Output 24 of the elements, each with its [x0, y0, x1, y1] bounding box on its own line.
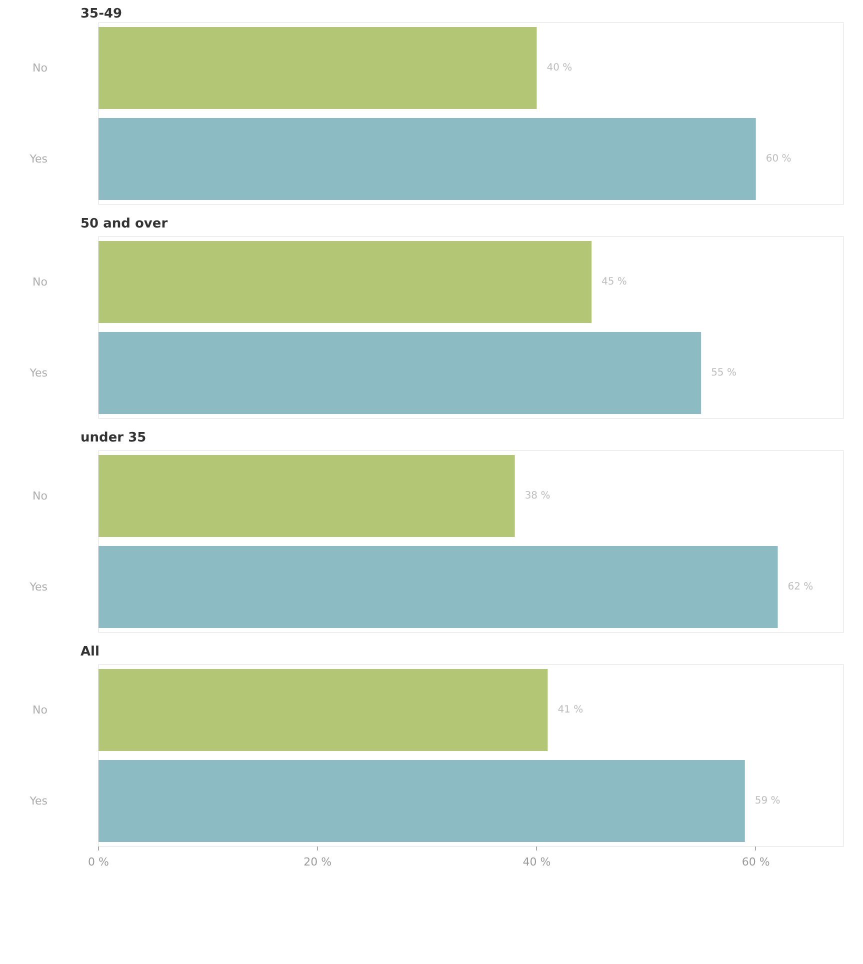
x-tick-label: 60 % — [742, 856, 770, 868]
y-tick-label: No — [32, 704, 48, 716]
y-tick-label: Yes — [28, 366, 48, 380]
data-label: 60 % — [766, 154, 792, 164]
data-label: 40 % — [546, 62, 572, 74]
x-tick-label: 0 % — [88, 856, 109, 868]
y-tick-label: Yes — [28, 794, 48, 808]
data-label: 41 % — [558, 704, 584, 716]
chart-title: under 35 — [80, 430, 146, 446]
y-tick-label: Yes — [28, 152, 48, 166]
x-tick-label: 40 % — [522, 856, 551, 868]
chart-title: All — [80, 644, 100, 660]
data-label: 45 % — [602, 276, 627, 288]
chart-title: 35-49 — [80, 6, 122, 22]
x-tick-label: 20 % — [304, 856, 332, 868]
chart-title: 50 and over — [80, 216, 168, 232]
data-label: 59 % — [754, 796, 780, 806]
data-label: 55 % — [711, 368, 736, 378]
y-tick-label: No — [32, 276, 48, 288]
y-tick-label: No — [32, 62, 48, 74]
y-tick-label: No — [32, 490, 48, 502]
data-label: 38 % — [524, 490, 550, 502]
y-tick-label: Yes — [28, 580, 48, 594]
data-label: 62 % — [788, 582, 814, 592]
